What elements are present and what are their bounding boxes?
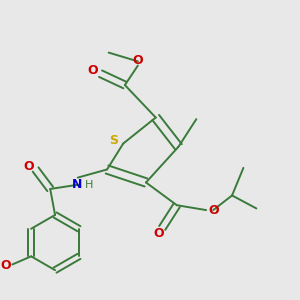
Text: H: H	[85, 180, 93, 190]
Text: O: O	[208, 204, 218, 217]
Text: O: O	[154, 227, 164, 240]
Text: O: O	[133, 54, 143, 67]
Text: N: N	[72, 178, 82, 191]
Text: O: O	[87, 64, 98, 77]
Text: O: O	[23, 160, 34, 173]
Text: O: O	[1, 259, 11, 272]
Text: S: S	[109, 134, 118, 147]
